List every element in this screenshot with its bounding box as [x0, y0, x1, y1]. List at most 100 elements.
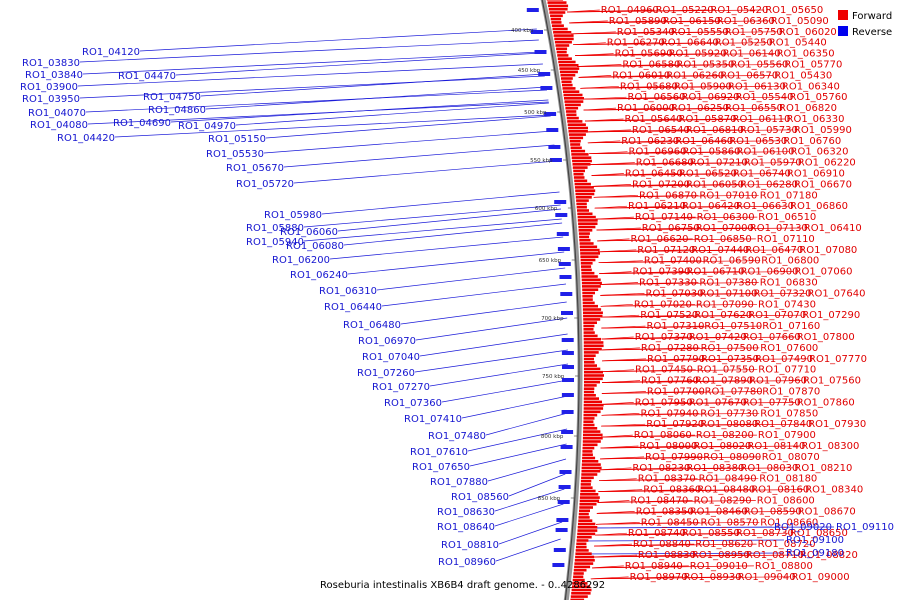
forward-gene-block [584, 384, 597, 387]
forward-gene-label: RO1_07730 [700, 408, 758, 419]
forward-gene-block [572, 166, 588, 169]
tick-label: 750 kbp [542, 374, 565, 380]
reverse-leader-line [578, 539, 785, 542]
forward-gene-block [570, 146, 582, 150]
forward-gene-label: RO1_06300 [697, 212, 755, 223]
tick-label: 600 kbp [535, 206, 558, 212]
forward-gene-label: RO1_06670 [794, 179, 852, 190]
forward-gene-label: RO1_07210 [690, 158, 748, 169]
forward-gene-block [573, 575, 584, 579]
reverse-gene-label: RO1_06240 [290, 270, 348, 281]
forward-leader-line [580, 85, 781, 89]
forward-gene-label: RO1_07140 [635, 212, 693, 223]
forward-gene-label: RO1_05750 [725, 27, 783, 38]
reverse-leader-line [79, 39, 539, 63]
reverse-gene-label: RO1_04690 [113, 118, 171, 129]
forward-gene-block [565, 110, 577, 113]
forward-gene-label: RO1_08210 [794, 463, 852, 474]
forward-gene-block [578, 512, 589, 516]
forward-gene-block [583, 354, 596, 357]
reverse-gene-label: RO1_06440 [324, 302, 382, 313]
forward-leader-line [581, 96, 789, 100]
forward-gene-block [576, 545, 587, 549]
forward-gene-label: RO1_05550 [671, 27, 729, 38]
forward-gene-label: RO1_05440 [769, 38, 827, 49]
forward-gene-label: RO1_08340 [805, 485, 863, 496]
forward-gene-block [583, 430, 601, 433]
forward-gene-label: RO1_08650 [790, 528, 848, 539]
forward-gene-block [575, 189, 596, 192]
forward-gene-label: RO1_06900 [741, 267, 799, 278]
forward-gene-label: RO1_06710 [687, 267, 745, 278]
forward-gene-label: RO1_08360 [643, 485, 701, 496]
forward-gene-block [582, 291, 595, 295]
reverse-gene-block [558, 262, 571, 266]
forward-gene-block [584, 364, 597, 367]
forward-gene-block [578, 516, 590, 519]
reverse-gene-label: RO1_07270 [372, 382, 430, 393]
forward-gene-label: RO1_08720 [758, 539, 816, 550]
reverse-gene-block [548, 145, 561, 149]
forward-gene-block [582, 443, 598, 447]
forward-gene-label: RO1_06530 [729, 136, 787, 147]
forward-gene-label: RO1_06140 [723, 49, 781, 60]
forward-gene-block [548, 4, 569, 8]
forward-leader-line [600, 434, 757, 438]
forward-gene-block [561, 80, 572, 84]
reverse-gene-block [561, 338, 574, 342]
forward-gene-block [551, 24, 564, 27]
reverse-leader-line [303, 204, 561, 228]
forward-gene-block [583, 331, 595, 334]
forward-gene-label: RO1_08450 [641, 517, 699, 528]
reverse-leader-line [494, 488, 565, 512]
forward-gene-block [583, 410, 601, 414]
forward-gene-block [565, 106, 579, 110]
forward-leader-line [598, 489, 805, 492]
reverse-gene-label: RO1_04970 [178, 121, 236, 132]
forward-gene-label: RO1_07280 [641, 343, 699, 354]
forward-gene-block [556, 50, 567, 54]
forward-gene-block [571, 592, 591, 595]
forward-gene-block [572, 582, 588, 585]
forward-gene-label: RO1_08030 [740, 463, 798, 474]
forward-gene-block [582, 460, 599, 463]
forward-gene-label: RO1_06580 [622, 60, 680, 71]
scale-ticks: 400 kbp 450 kbp 500 kbp 550 kbp 600 kbp 650 k… [511, 28, 579, 502]
forward-gene-label: RO1_08490 [699, 474, 757, 485]
forward-gene-block [573, 176, 585, 179]
forward-gene-label: RO1_07020 [634, 299, 692, 310]
reverse-leader-line [461, 395, 568, 419]
forward-gene-label: RO1_06360 [717, 16, 775, 27]
forward-gene-block [577, 529, 598, 532]
forward-gene-label: RO1_07510 [704, 321, 762, 332]
forward-gene-label: RO1_08800 [755, 561, 813, 572]
forward-gene-block [576, 199, 589, 202]
forward-gene-label: RO1_06450 [625, 169, 683, 180]
forward-gene-block [572, 159, 592, 163]
reverse-gene-block [562, 365, 574, 369]
forward-leader-line [590, 576, 791, 580]
forward-gene-label: RO1_07600 [760, 343, 818, 354]
forward-gene-label: RO1_08060 [634, 430, 692, 441]
reverse-leader-line [175, 52, 542, 76]
forward-gene-label: RO1_05770 [784, 60, 842, 71]
forward-gene-label: RO1_07940 [641, 408, 699, 419]
tick-label: 400 kbp [511, 28, 534, 34]
forward-gene-label: RO1_06100 [737, 147, 795, 158]
forward-gene-block [579, 238, 591, 242]
forward-gene-block [576, 202, 587, 206]
reverse-gene-block [534, 50, 547, 54]
forward-gene-block [579, 499, 600, 503]
forward-gene-label: RO1_06470 [745, 245, 803, 256]
forward-gene-block [577, 526, 598, 529]
forward-gene-block [572, 585, 591, 588]
forward-gene-block [551, 21, 562, 24]
forward-gene-block [571, 153, 589, 156]
forward-gene-block [573, 172, 584, 176]
forward-leader-line [586, 129, 793, 133]
forward-gene-block [574, 186, 594, 189]
reverse-gene-label: RO1_06200 [272, 255, 330, 266]
forward-gene-label: RO1_07080 [799, 245, 857, 256]
forward-leader-line [601, 347, 760, 351]
forward-gene-block [568, 133, 586, 136]
